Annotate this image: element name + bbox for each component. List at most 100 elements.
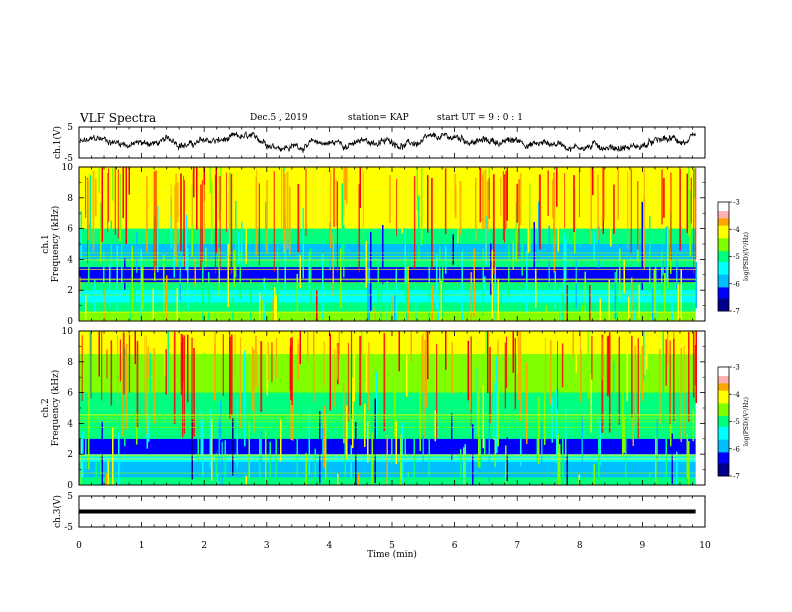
ch1-spectrogram-ylabel-channel: ch.1 — [41, 234, 51, 253]
ch2-spectrogram-streak — [538, 396, 540, 464]
colorbar-tick-label: -7 — [733, 308, 740, 316]
colorbar-segment — [718, 301, 729, 305]
ch1-spectrogram-streak — [695, 261, 697, 309]
colorbar-segment — [718, 446, 729, 450]
colorbar-segment — [718, 379, 729, 383]
ch1-spectrogram-streak — [538, 201, 540, 263]
ch1-spectrogram-streak — [475, 177, 477, 242]
ch2-spectrogram-streak — [90, 333, 92, 399]
ch1-spectrogram-streak — [694, 167, 696, 199]
ch2-spectrogram-streak — [520, 437, 522, 466]
x-tick-label: 10 — [699, 541, 711, 551]
y-tick-label: 0 — [67, 481, 73, 491]
ch1-spectrogram-line — [79, 252, 696, 254]
ch2-spectrogram-line — [79, 454, 696, 456]
colorbar-segment — [718, 280, 729, 283]
ch2-spectrogram-streak — [297, 339, 299, 381]
ch1-spectrogram-streak — [401, 182, 403, 234]
colorbar-segment — [718, 457, 729, 461]
ch1-spectrogram-streak — [211, 180, 213, 245]
colorbar-segment — [718, 294, 729, 297]
ch1-spectrogram-streak — [548, 225, 550, 287]
ch1-spectrogram-streak — [239, 251, 241, 299]
ch2-spectrogram-band — [79, 392, 696, 424]
ch1-spectrogram-streak — [677, 284, 679, 321]
colorbar-segment — [718, 466, 729, 470]
ch1-spectrogram-streak — [332, 234, 334, 297]
ch2-spectrogram-streak — [504, 342, 506, 409]
ch2-spectrogram-streak — [290, 381, 292, 440]
ch2-spectrogram-streak — [110, 340, 113, 406]
colorbar-segment — [718, 406, 729, 410]
ch2-spectrogram-streak — [485, 331, 487, 383]
ch1-spectrogram-streak — [98, 167, 100, 193]
ch2-spectrogram-streak — [622, 384, 624, 457]
colorbar-segment — [718, 465, 729, 468]
y-tick-label: 10 — [62, 163, 74, 173]
ch1-spectrogram-streak — [545, 305, 547, 321]
colorbar-segment — [718, 392, 729, 395]
ch1-spectrogram-streak — [488, 178, 490, 219]
ch1-spectrogram-streak — [431, 285, 433, 321]
colorbar-segment — [718, 205, 729, 208]
colorbar-segment — [718, 452, 729, 455]
colorbar-segment — [718, 203, 729, 207]
ch1-spectrogram-streak — [277, 245, 279, 308]
colorbar-segment — [718, 425, 729, 428]
ch1-spectrogram-streak — [670, 172, 672, 261]
colorbar-segment — [718, 274, 729, 277]
colorbar-tick-label: -5 — [733, 253, 740, 261]
ch2-spectrogram-streak — [606, 336, 609, 397]
ch1-spectrogram-streak — [590, 167, 592, 245]
ch2-spectrogram-streak — [601, 337, 603, 380]
ch1-spectrogram-streak — [121, 239, 123, 285]
ch1-spectrogram-streak — [437, 290, 439, 321]
colorbar-segment — [718, 243, 729, 247]
colorbar-segment — [718, 232, 729, 236]
ch1-spectrogram-streak — [152, 288, 154, 321]
ch2-spectrogram-line — [79, 472, 696, 474]
colorbar-segment — [718, 401, 729, 404]
ch2-spectrogram-ylabel-frequency: Frequency (kHz) — [50, 370, 61, 447]
ch1-spectrogram-streak — [407, 266, 409, 321]
ch2-spectrogram-streak — [211, 418, 213, 481]
ch2-spectrogram-streak — [591, 336, 593, 380]
colorbar-label: log(PSD)(V²/Hz) — [743, 397, 750, 446]
ch1-spectrogram-streak — [205, 247, 207, 268]
colorbar-segment — [718, 238, 729, 241]
ch2-spectrogram-streak — [259, 435, 261, 485]
ch2-spectrogram-streak — [572, 331, 574, 359]
ch2-spectrogram-streak — [144, 335, 146, 416]
ch2-spectrogram-streak — [557, 341, 558, 410]
ch1-spectrogram-streak — [557, 189, 559, 252]
colorbar-segment — [718, 263, 729, 267]
x-tick-label: 2 — [201, 541, 207, 551]
ch2-spectrogram-streak — [541, 421, 543, 466]
ch2-spectrogram-line — [79, 458, 696, 460]
colorbar-segment — [718, 376, 729, 379]
x-axis-label: Time (min) — [367, 549, 417, 560]
ch1-spectrogram-streak — [166, 275, 168, 321]
ch1-spectrogram-streak — [581, 305, 583, 321]
ch1-spectrogram-line — [79, 294, 696, 296]
ch1-spectrogram-streak — [245, 201, 247, 264]
ch1-spectrogram-streak — [230, 173, 233, 275]
x-tick-label: 4 — [327, 541, 333, 551]
ch1-spectrogram-streak — [470, 272, 472, 321]
colorbar-segment — [718, 405, 729, 408]
ch2-spectrogram-streak — [460, 449, 462, 485]
ch1-spectrogram-streak — [436, 254, 438, 309]
colorbar-segment — [718, 426, 729, 430]
x-tick-label: 3 — [264, 541, 270, 551]
ch1-spectrogram-streak — [598, 226, 600, 268]
colorbar-segment — [718, 381, 729, 384]
ch1-spectrogram-streak — [481, 174, 484, 230]
colorbar-tick-label: -4 — [733, 226, 740, 234]
y-tick-label: 5 — [67, 492, 73, 502]
colorbar-segment — [718, 450, 729, 453]
y-tick-label: 2 — [67, 450, 73, 460]
ch1-spectrogram-streak — [163, 255, 165, 321]
ch1-waveform-panel: 5 -5ch.1(V) — [52, 123, 706, 164]
ch1-spectrogram-streak — [283, 171, 285, 253]
ch2-spectrogram-streak — [496, 356, 498, 454]
